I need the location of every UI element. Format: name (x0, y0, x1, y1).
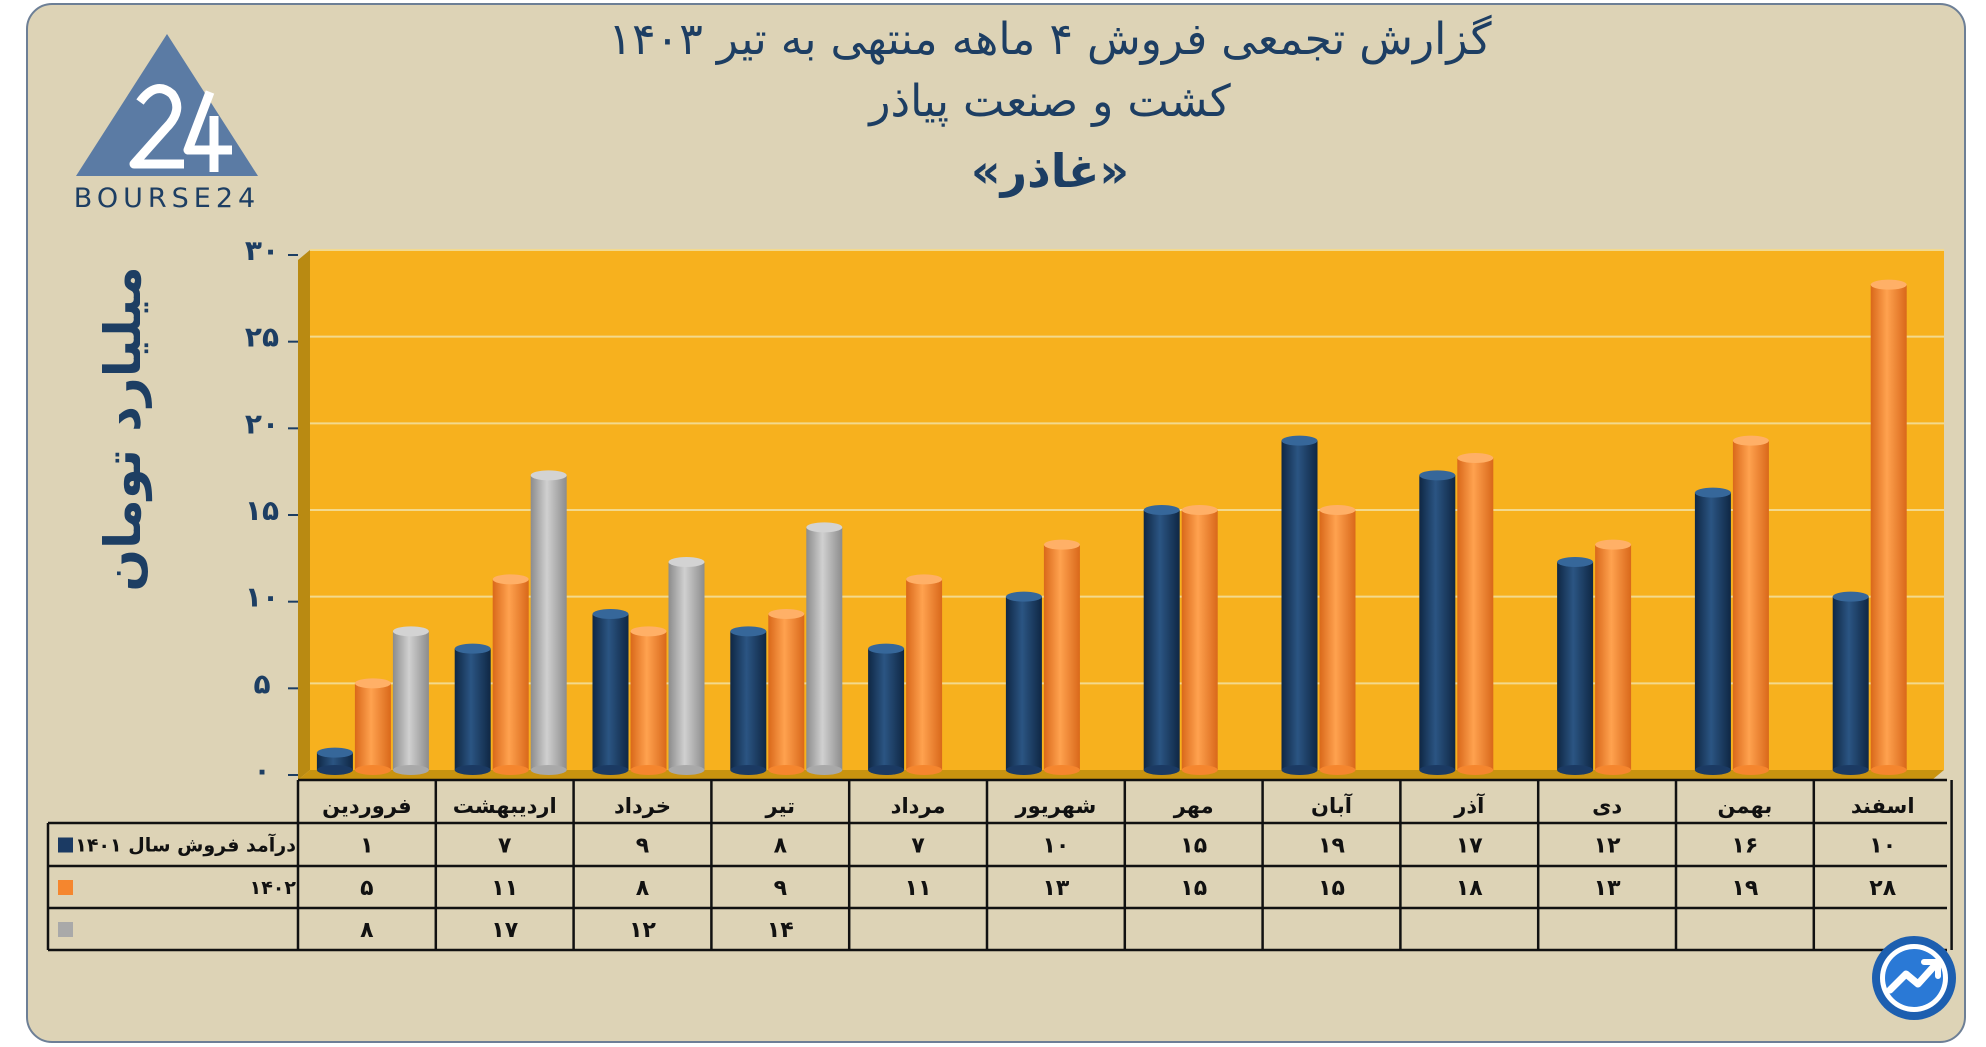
y-tick-label: ۵ (253, 667, 270, 700)
bar-series2 (354, 678, 391, 775)
bar-series2 (1595, 539, 1632, 775)
bar-series1 (1005, 591, 1042, 775)
data-label: ۱۷ (491, 918, 518, 943)
x-tick-label: اردیبهشت (453, 794, 557, 818)
bourse24-logo-icon (76, 34, 258, 176)
data-label: ۱۵ (1180, 876, 1207, 901)
data-label: ۸ (636, 876, 650, 901)
data-label: ۱۱ (491, 876, 518, 901)
legend-swatch (58, 837, 73, 853)
bar-series1 (868, 643, 905, 775)
chart-title-line3: «غاذر» (970, 144, 1130, 198)
x-tick-label: دی (1592, 794, 1622, 818)
x-tick-label: اسفند (1851, 794, 1915, 818)
x-tick-label: فروردین (322, 794, 412, 818)
bar-series2 (1870, 279, 1907, 775)
plot-floor (298, 770, 1944, 780)
y-tick-label: ۲۰ (245, 407, 279, 440)
trend-arrow-badge-icon (1872, 936, 1956, 1020)
data-label: ۸ (360, 918, 374, 943)
bar-series1 (730, 626, 767, 775)
bar-series1 (1143, 505, 1180, 775)
x-tick-label: بهمن (1718, 794, 1773, 818)
bar-series1 (454, 643, 491, 775)
data-label: ۱۲ (629, 918, 656, 943)
plot-side-wall (298, 250, 310, 780)
data-table: فروردین اردیبهشت خرداد تیر مرداد شهریور مهر آبا… (46, 778, 1953, 952)
y-tick-label: ۰ (253, 754, 270, 787)
data-label: ۱۳ (1042, 876, 1069, 901)
bar-series2 (1319, 505, 1356, 775)
bar-series1 (1557, 557, 1594, 775)
logo-text: BOURSE24 (73, 183, 261, 214)
legend-label: ۱۴۰۲ (250, 877, 297, 899)
bar-series2 (906, 574, 943, 775)
bar-series2 (492, 574, 529, 775)
data-label: ۱۷ (1456, 834, 1483, 859)
y-tick-label: ۳۰ (245, 234, 279, 267)
data-label: ۱۲ (1594, 834, 1621, 859)
bar-series3 (668, 557, 705, 775)
data-label: ۹ (636, 834, 649, 859)
data-label: ۱۵ (1180, 834, 1207, 859)
data-label: ۱۸ (1456, 876, 1483, 901)
legend-label: درآمد فروش سال ۱۴۰۱ (75, 833, 296, 857)
x-tick-label: آبان (1311, 793, 1353, 818)
bar-series1 (316, 747, 353, 775)
chart-title-line1: گزارش تجمعی فروش ۴ ماهه منتهی به تیر ۱۴۰… (608, 14, 1492, 65)
x-tick-label: مهر (1173, 794, 1214, 818)
data-label: ۱۶ (1731, 834, 1758, 859)
data-label: ۱۵ (1318, 876, 1345, 901)
bar-series1 (1419, 470, 1456, 775)
legend-swatch (58, 922, 73, 937)
x-tick-label: خرداد (614, 794, 671, 818)
bar-series3 (530, 470, 567, 775)
bar-series2 (1043, 539, 1080, 775)
data-label: ۲۸ (1869, 876, 1896, 901)
bar-series2 (768, 609, 805, 775)
data-label: ۷ (498, 834, 512, 859)
legend-swatch (58, 880, 73, 895)
bar-series2 (630, 626, 667, 775)
bar-series1 (1281, 435, 1318, 775)
y-tick-label: ۲۵ (245, 321, 279, 354)
data-label: ۱۳ (1594, 876, 1621, 901)
data-label: ۱۴ (767, 918, 794, 943)
data-label: ۷ (911, 834, 925, 859)
y-tick-label: ۱۰ (245, 581, 279, 614)
x-tick-label: آذر (1453, 793, 1485, 818)
bar-series3 (806, 522, 843, 775)
data-label: ۱۹ (1731, 876, 1758, 901)
data-label: ۱ (360, 834, 373, 859)
data-label: ۱۹ (1318, 834, 1345, 859)
y-tick-label: ۱۵ (245, 494, 279, 527)
bar-series2 (1732, 435, 1769, 775)
bar-series2 (1181, 505, 1218, 775)
x-tick-label: تیر (765, 794, 796, 818)
data-label: ۱۰ (1869, 834, 1896, 859)
data-label: ۸ (774, 834, 788, 859)
bar-series1 (1832, 591, 1869, 775)
bar-series1 (1694, 487, 1731, 775)
data-label: ۵ (360, 876, 373, 901)
data-label: ۱۱ (905, 876, 932, 901)
bar-series2 (1457, 453, 1494, 775)
bar-series1 (592, 609, 629, 775)
chart-title-line2: کشت و صنعت پیاذر (869, 76, 1231, 127)
data-label: ۹ (774, 876, 787, 901)
x-tick-label: مرداد (891, 794, 946, 818)
data-label: ۱۰ (1042, 834, 1069, 859)
bar-series3 (392, 626, 429, 775)
x-tick-label: شهریور (1015, 794, 1097, 818)
